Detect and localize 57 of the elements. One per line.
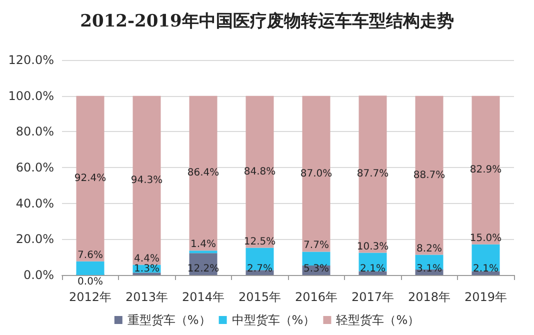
data-label: 94.3% bbox=[130, 174, 163, 186]
y-tick-label: 20.0% bbox=[16, 232, 54, 246]
bar bbox=[246, 96, 274, 248]
bar bbox=[76, 261, 104, 275]
bar bbox=[472, 244, 500, 272]
x-tick-label: 2016年 bbox=[294, 290, 338, 304]
bar bbox=[246, 248, 274, 270]
bar bbox=[76, 96, 104, 262]
x-tick-label: 2017年 bbox=[351, 290, 394, 304]
x-tick-label: 2012年 bbox=[68, 290, 112, 304]
x-tick-label: 2013年 bbox=[125, 290, 168, 304]
bar bbox=[358, 96, 387, 253]
y-tick-label: 80.0% bbox=[16, 124, 54, 139]
data-label: 7.6% bbox=[78, 250, 103, 261]
bar bbox=[472, 271, 500, 275]
data-label: 1.4% bbox=[190, 239, 216, 250]
legend-label: 重型货车（%） bbox=[127, 313, 211, 327]
bar bbox=[132, 96, 161, 265]
data-label: 5.3% bbox=[304, 264, 329, 274]
y-tick-label: 60.0% bbox=[16, 160, 54, 174]
data-label: 15.0% bbox=[470, 232, 502, 244]
data-label: 2.1% bbox=[360, 264, 386, 274]
y-tick-label: 120.0% bbox=[8, 53, 54, 67]
y-tick-label: 0.0% bbox=[24, 268, 54, 282]
legend-label: 中型货车（%） bbox=[232, 313, 316, 327]
data-label: 84.8% bbox=[244, 166, 276, 178]
data-label: 3.1% bbox=[416, 264, 442, 274]
bar bbox=[189, 250, 218, 254]
data-label: 88.7% bbox=[413, 170, 446, 181]
data-label: 1.3% bbox=[134, 264, 160, 274]
x-tick-label: 2018年 bbox=[408, 290, 451, 304]
bar bbox=[302, 252, 330, 266]
data-label: 2.7% bbox=[247, 264, 272, 274]
data-label: 10.3% bbox=[356, 241, 389, 252]
data-label: 86.4% bbox=[187, 168, 220, 179]
bar bbox=[415, 96, 444, 255]
x-tick-label: 2019年 bbox=[464, 290, 508, 304]
bar bbox=[358, 271, 387, 275]
chart-title: 2012-2019年中国医疗废物转运车车型结构走势 bbox=[80, 12, 454, 32]
x-tick-label: 2015年 bbox=[238, 290, 282, 304]
x-tick-label: 2014年 bbox=[182, 290, 225, 304]
bar bbox=[302, 96, 330, 252]
data-label: 92.4% bbox=[74, 173, 106, 184]
data-label: 87.0% bbox=[300, 168, 332, 180]
data-label: 4.4% bbox=[134, 253, 160, 264]
data-label: 82.9% bbox=[470, 164, 502, 176]
data-label: 12.5% bbox=[244, 236, 276, 248]
bar bbox=[189, 96, 218, 251]
data-label: 0.0% bbox=[78, 276, 103, 288]
data-label: 7.7% bbox=[304, 240, 329, 252]
legend-label: 轻型货车（%） bbox=[336, 313, 420, 327]
data-label: 2.1% bbox=[473, 264, 498, 274]
y-tick-label: 100.0% bbox=[8, 88, 54, 103]
y-tick-label: 40.0% bbox=[16, 196, 54, 210]
data-label: 8.2% bbox=[416, 243, 442, 254]
data-label: 87.7% bbox=[356, 168, 389, 180]
bar bbox=[472, 96, 500, 244]
